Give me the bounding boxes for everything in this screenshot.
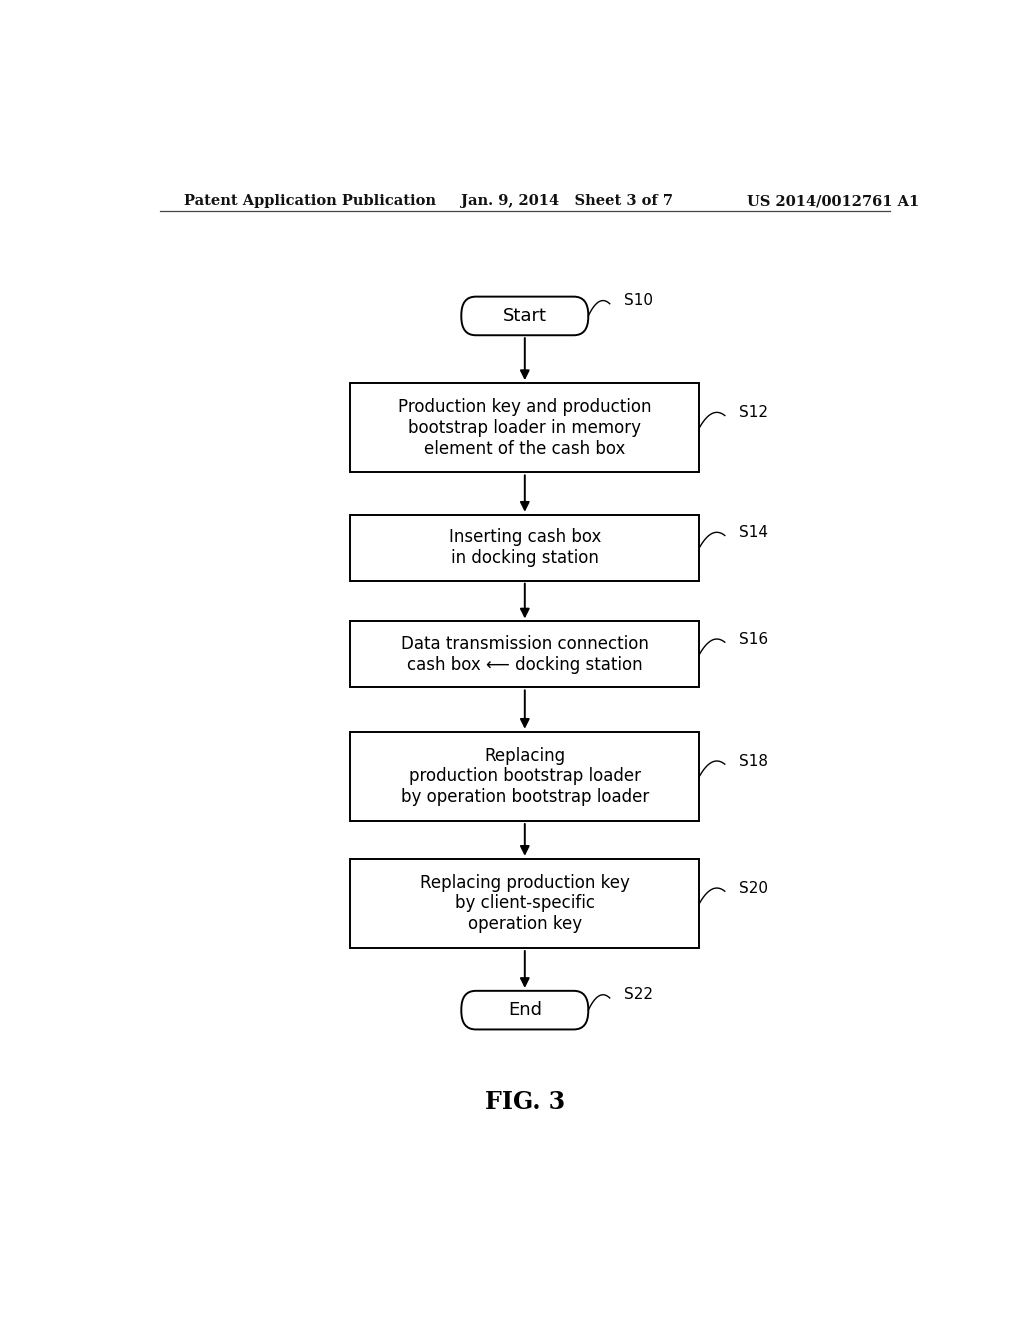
- Text: End: End: [508, 1001, 542, 1019]
- FancyBboxPatch shape: [461, 297, 588, 335]
- FancyBboxPatch shape: [461, 991, 588, 1030]
- Text: Replacing
production bootstrap loader
by operation bootstrap loader: Replacing production bootstrap loader by…: [400, 747, 649, 807]
- Bar: [350, 731, 699, 821]
- Text: Start: Start: [503, 308, 547, 325]
- Text: S18: S18: [739, 754, 768, 768]
- Text: S22: S22: [624, 987, 653, 1002]
- Text: Production key and production
bootstrap loader in memory
element of the cash box: Production key and production bootstrap …: [398, 397, 651, 458]
- Bar: [350, 622, 699, 688]
- Text: Patent Application Publication: Patent Application Publication: [183, 194, 435, 209]
- Text: S16: S16: [739, 632, 768, 647]
- Text: S20: S20: [739, 880, 768, 896]
- Text: S14: S14: [739, 525, 768, 540]
- Text: S12: S12: [739, 405, 768, 420]
- Text: Data transmission connection
cash box ⟵ docking station: Data transmission connection cash box ⟵ …: [400, 635, 649, 673]
- Bar: [350, 383, 699, 473]
- Bar: [350, 515, 699, 581]
- Text: FIG. 3: FIG. 3: [484, 1089, 565, 1114]
- Text: US 2014/0012761 A1: US 2014/0012761 A1: [748, 194, 920, 209]
- Bar: [350, 859, 699, 948]
- Text: Inserting cash box
in docking station: Inserting cash box in docking station: [449, 528, 601, 568]
- Text: Jan. 9, 2014   Sheet 3 of 7: Jan. 9, 2014 Sheet 3 of 7: [461, 194, 674, 209]
- Text: S10: S10: [624, 293, 653, 308]
- Text: Replacing production key
by client-specific
operation key: Replacing production key by client-speci…: [420, 874, 630, 933]
